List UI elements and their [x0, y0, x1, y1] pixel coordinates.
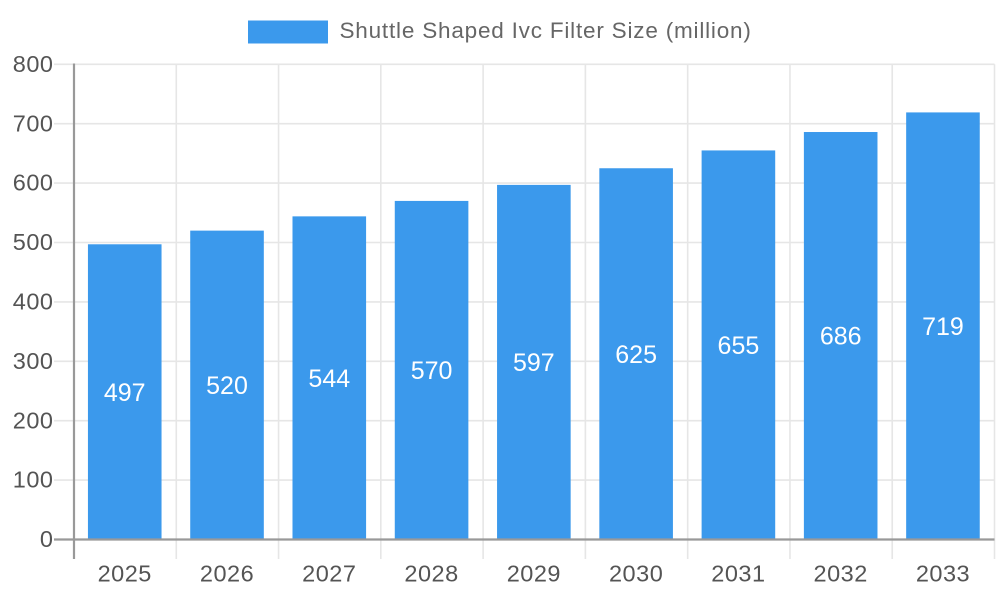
svg-text:800: 800 — [13, 51, 54, 77]
svg-text:700: 700 — [13, 110, 54, 136]
svg-text:100: 100 — [13, 467, 54, 493]
svg-text:2026: 2026 — [200, 561, 254, 587]
svg-text:Shuttle Shaped Ivc Filter Size: Shuttle Shaped Ivc Filter Size (million) — [340, 18, 752, 43]
svg-text:400: 400 — [13, 289, 54, 315]
svg-text:520: 520 — [206, 372, 248, 400]
svg-text:2032: 2032 — [814, 561, 868, 587]
svg-text:2025: 2025 — [98, 561, 152, 587]
svg-text:500: 500 — [13, 229, 54, 255]
svg-text:2029: 2029 — [507, 561, 561, 587]
svg-text:200: 200 — [13, 407, 54, 433]
svg-text:2031: 2031 — [711, 561, 765, 587]
svg-text:570: 570 — [411, 357, 453, 385]
svg-text:2027: 2027 — [302, 561, 356, 587]
svg-text:686: 686 — [820, 323, 862, 351]
svg-text:2028: 2028 — [404, 561, 458, 587]
svg-text:544: 544 — [308, 365, 350, 393]
svg-text:719: 719 — [922, 313, 964, 341]
svg-text:0: 0 — [40, 526, 54, 552]
svg-text:597: 597 — [513, 349, 555, 377]
svg-text:655: 655 — [718, 332, 760, 360]
svg-text:600: 600 — [13, 170, 54, 196]
svg-text:300: 300 — [13, 348, 54, 374]
svg-text:2030: 2030 — [609, 561, 663, 587]
svg-text:2033: 2033 — [916, 561, 970, 587]
svg-text:497: 497 — [104, 379, 146, 407]
svg-text:625: 625 — [615, 341, 657, 369]
